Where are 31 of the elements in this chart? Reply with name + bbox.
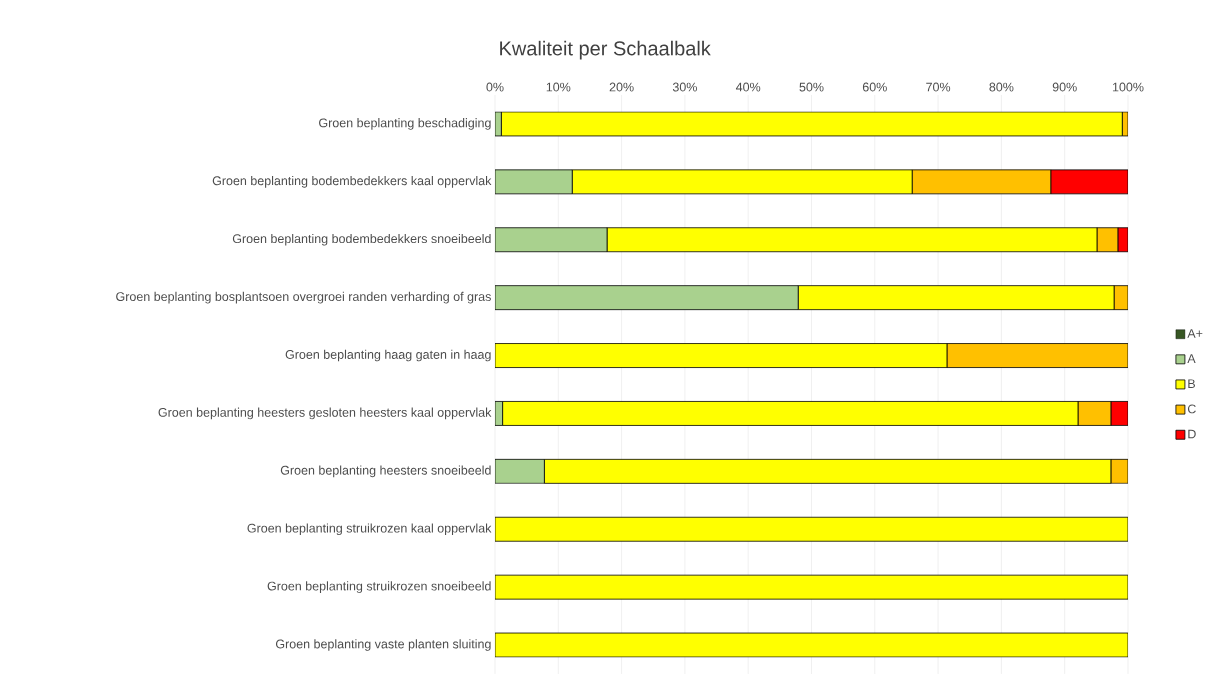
y-tick-label: Groen beplanting bodembedekkers snoeibeeld <box>232 233 491 246</box>
legend-label: B <box>1188 379 1195 388</box>
legend-label: A <box>1187 354 1196 363</box>
bar <box>495 574 1128 600</box>
bar <box>1050 169 1128 195</box>
x-tick-label: 40% <box>735 82 761 92</box>
x-tick-label: 50% <box>799 82 824 92</box>
x-tick-label: 100% <box>1112 82 1144 92</box>
x-tick-label: 20% <box>609 82 634 92</box>
y-tick-label: Groen beplanting heesters snoeibeeld <box>280 465 491 478</box>
y-tick-label: Groen beplanting vaste planten sluiting <box>275 639 491 651</box>
x-tick-label: 70% <box>926 82 951 92</box>
bar <box>495 516 1128 542</box>
x-tick-label: 30% <box>672 82 697 92</box>
y-tick-label: Groen beplanting beschadiging <box>319 118 491 130</box>
legend-label: C <box>1187 404 1196 414</box>
y-tick-label: Groen beplanting struikrozen snoeibeeld <box>267 581 491 593</box>
y-tick-label: Groen beplanting bodembedekkers kaal oppervlak <box>212 176 492 188</box>
y-tick-label: Groen beplanting haag gaten in haag <box>285 349 491 362</box>
x-tick-label: 10% <box>546 82 571 92</box>
y-tick-label: Groen beplanting struikrozen kaal oppervlak <box>247 523 492 536</box>
chart-title: Kwaliteit per Schaalbalk <box>500 40 711 60</box>
x-tick-label: 90% <box>1052 82 1077 92</box>
legend-label: A+ <box>1187 329 1203 338</box>
legend-label: D <box>1188 429 1196 439</box>
bar <box>495 632 1128 658</box>
y-tick-label: Groen beplanting bosplantsoen overgroei randen verharding of gras <box>116 291 491 304</box>
x-tick-label: 60% <box>862 82 887 92</box>
x-tick-label: 0% <box>486 82 504 92</box>
x-tick-label: 80% <box>989 82 1014 92</box>
y-tick-label: Groen beplanting heesters gesloten heesters kaal oppervlak <box>158 407 492 420</box>
